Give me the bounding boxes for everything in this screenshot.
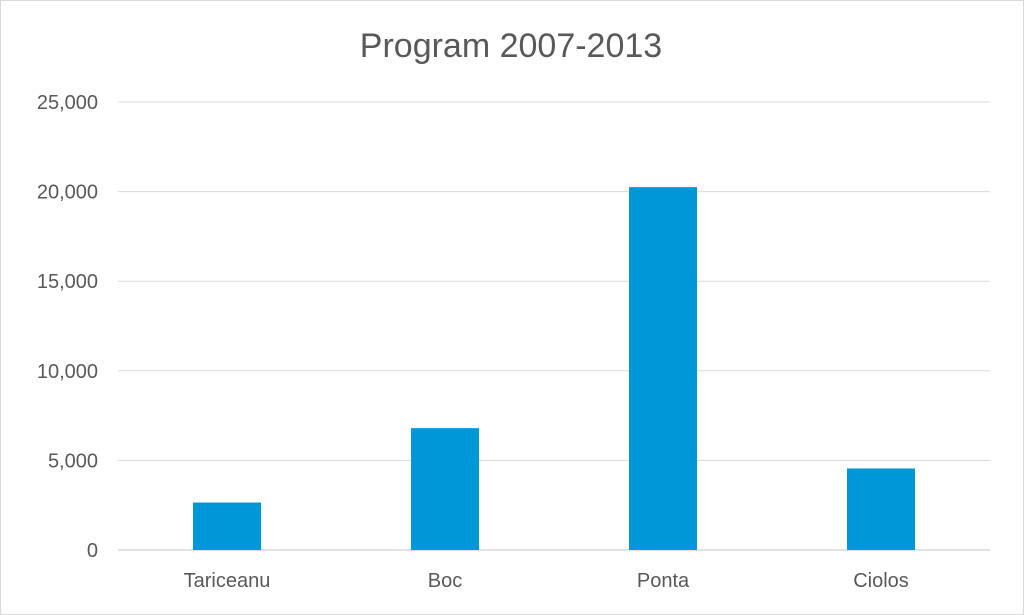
bar-ciolos [847, 468, 915, 550]
x-category-label: Boc [428, 570, 462, 592]
y-tick-label: 15,000 [37, 271, 98, 293]
chart-title: Program 2007-2013 [360, 27, 662, 65]
bar-ponta [629, 187, 697, 550]
bar-boc [411, 428, 479, 550]
x-axis-category-labels: Tariceanu Boc Ponta Ciolos [184, 570, 909, 592]
bar-tariceanu [193, 502, 261, 550]
y-tick-label: 25,000 [37, 92, 98, 114]
x-category-label: Tariceanu [184, 570, 271, 592]
y-axis-tick-labels: 0 5,000 10,000 15,000 20,000 25,000 [37, 92, 98, 562]
x-category-label: Ponta [637, 570, 690, 592]
x-category-label: Ciolos [853, 570, 909, 592]
y-tick-label: 20,000 [37, 182, 98, 204]
bars [193, 187, 915, 550]
y-tick-label: 10,000 [37, 361, 98, 383]
gridlines [118, 101, 990, 551]
y-tick-label: 0 [87, 540, 98, 562]
y-tick-label: 5,000 [48, 450, 98, 472]
